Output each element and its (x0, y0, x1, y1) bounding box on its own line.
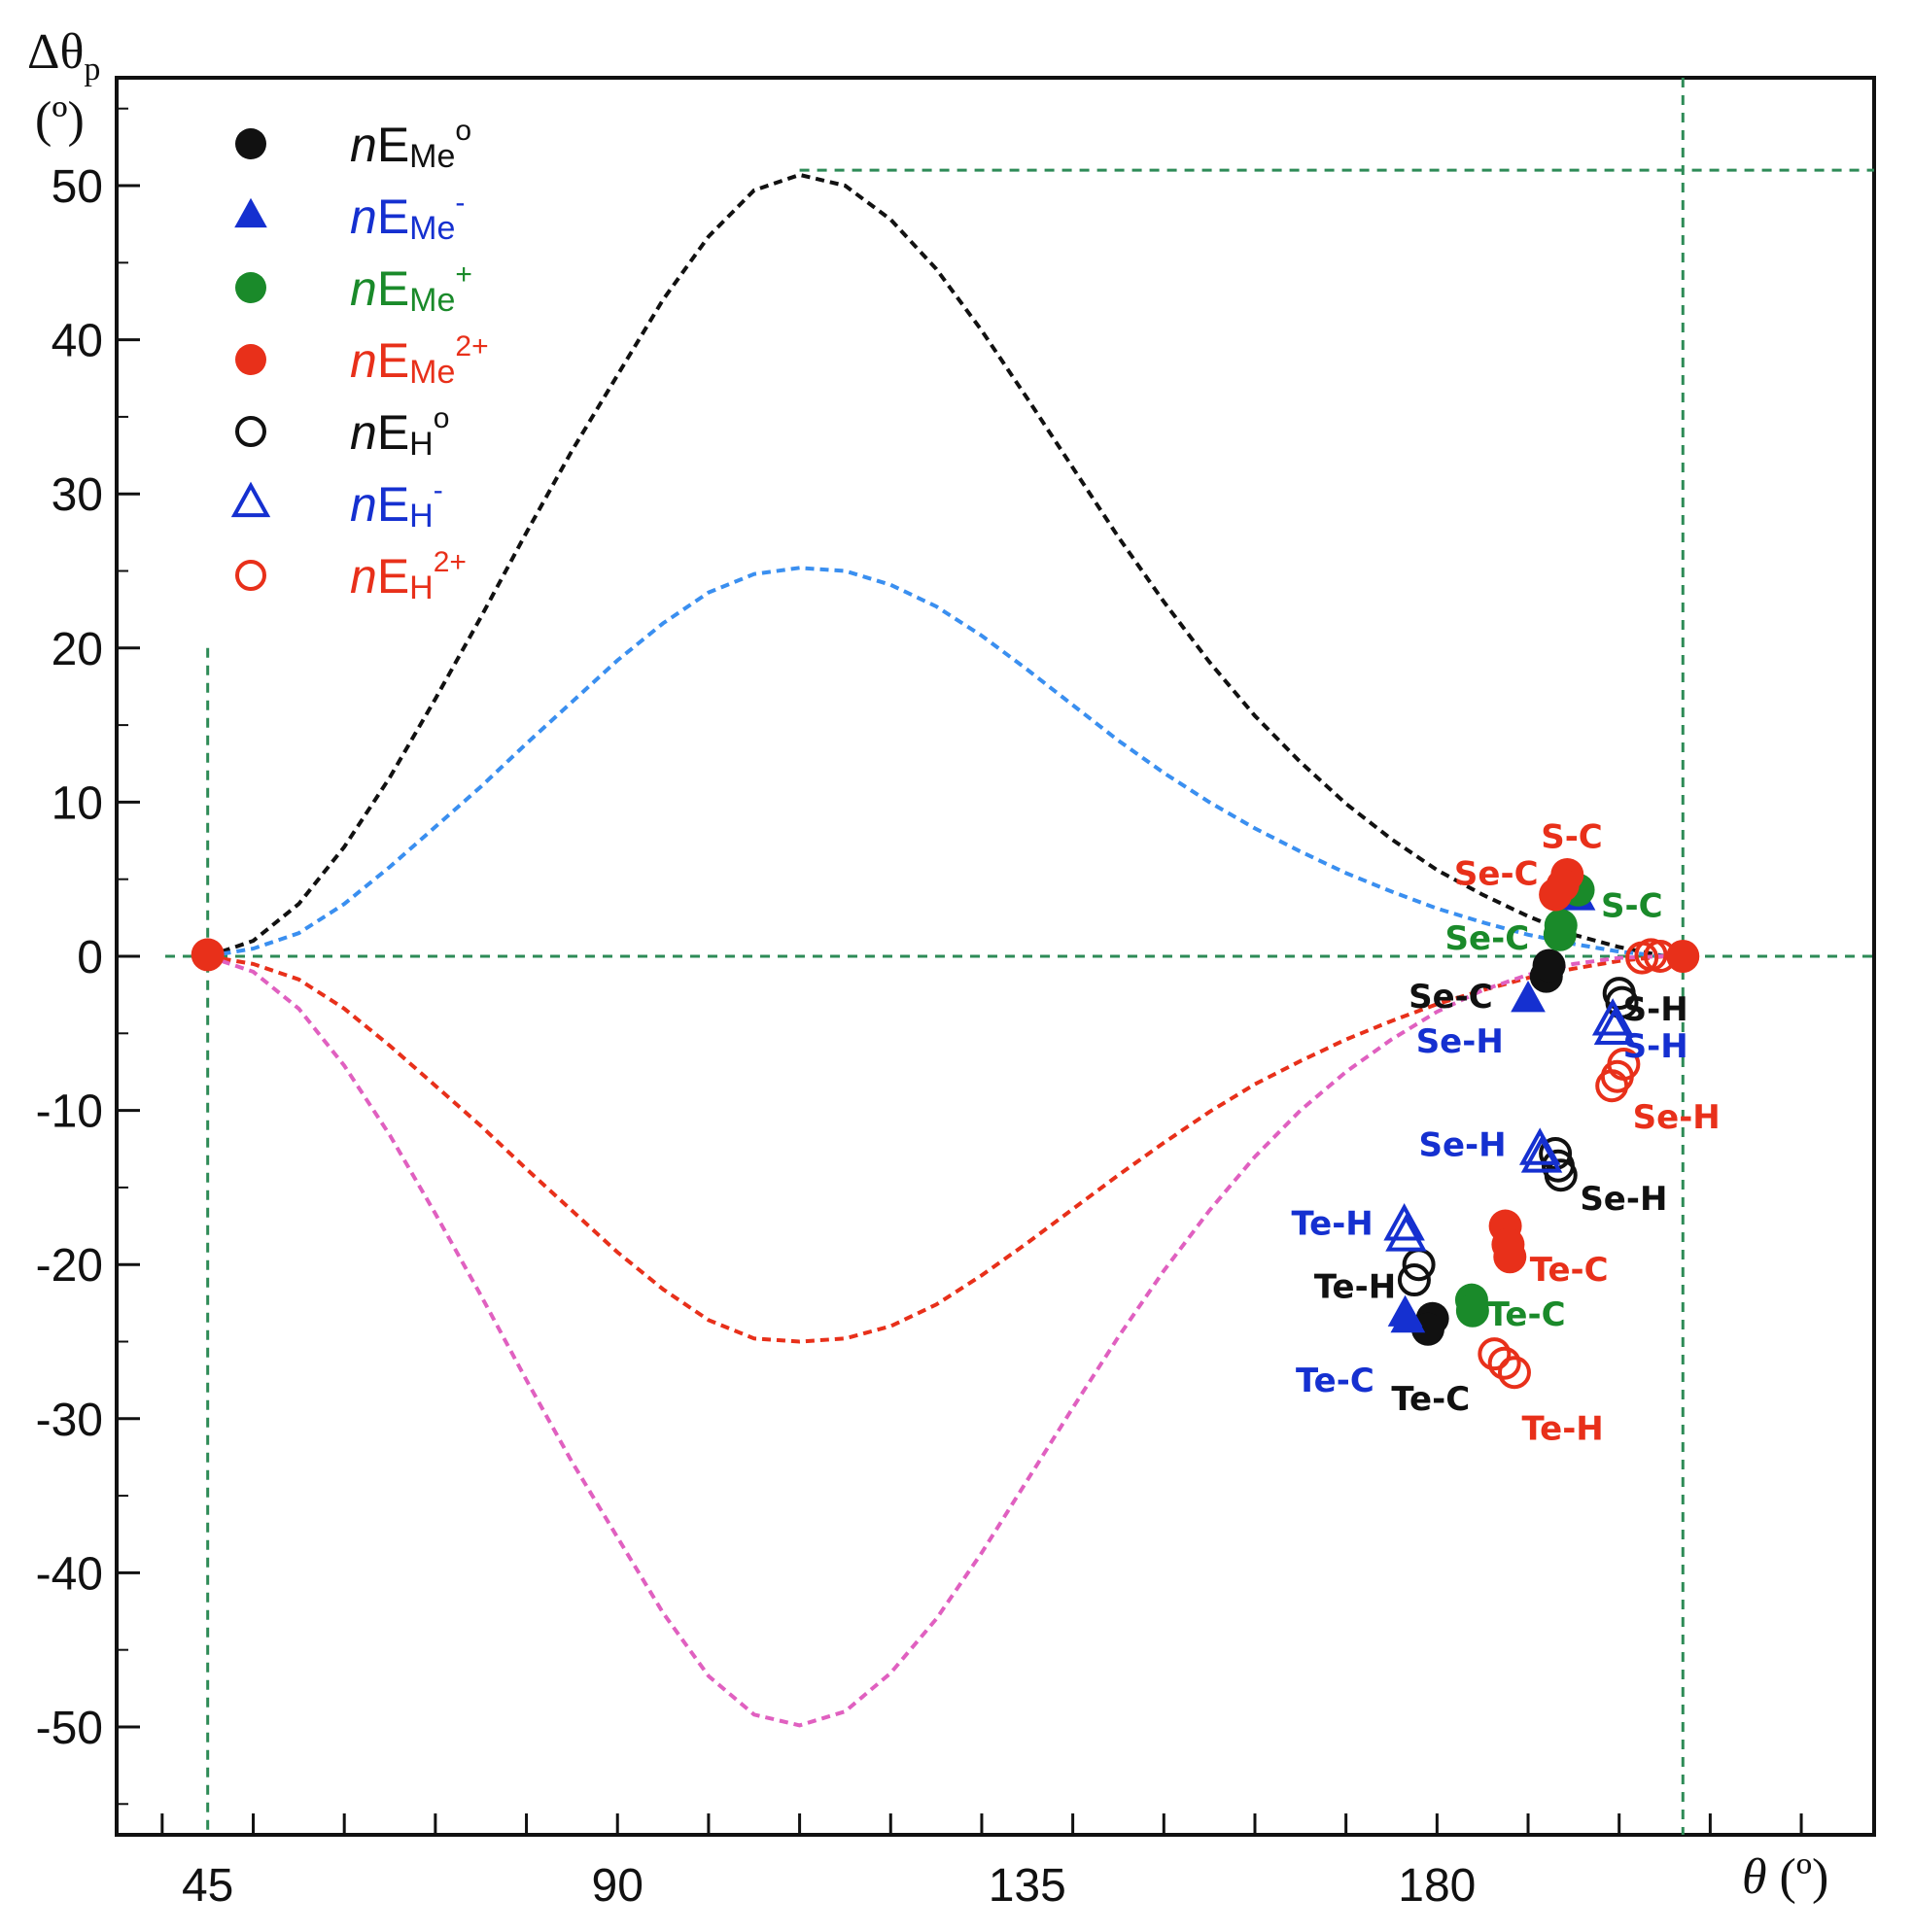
annotation-label: Se-C (1445, 919, 1530, 958)
annotation-label: S-H (1623, 990, 1688, 1029)
legend-label: nEH2+ (350, 546, 467, 606)
y-tick-label: -40 (36, 1548, 103, 1600)
marker-nEH2+ (1478, 1337, 1512, 1371)
marker-nEMe- (1390, 1300, 1426, 1333)
annotation-label: Te-C (1530, 1251, 1609, 1290)
legend-marker (235, 128, 266, 159)
marker-nEMe2+ (1666, 940, 1700, 973)
annotation-label: Se-H (1580, 1180, 1667, 1219)
annotation-label: S-C (1601, 887, 1663, 926)
x-tick-label: 90 (592, 1860, 643, 1912)
annotation-label: Te-H (1291, 1204, 1373, 1243)
marker-nEH- (1591, 998, 1634, 1036)
marker-nEHo (1539, 1137, 1573, 1171)
annotation-label: Se-C (1409, 978, 1493, 1017)
marker-nEHo (1544, 1158, 1578, 1192)
y-tick-label: 50 (52, 161, 103, 213)
legend-label: nEH- (350, 474, 443, 535)
marker-nEH- (1520, 1135, 1563, 1173)
legend-label: nEMe- (350, 187, 465, 247)
legend-marker (235, 272, 266, 303)
curve-lower-pink (207, 954, 1665, 1728)
annotation-label: Te-C (1391, 1380, 1470, 1419)
marker-nEHo (1397, 1263, 1431, 1297)
marker-nEH2+ (1643, 940, 1677, 973)
y-tick-label: -20 (36, 1240, 103, 1292)
data-markers (191, 857, 1700, 1390)
legend-label: nEMe+ (350, 259, 472, 319)
y-tick-label: -10 (36, 1087, 103, 1138)
marker-nEMe2+ (1539, 878, 1573, 912)
marker-nEMe+ (1455, 1294, 1489, 1328)
legend-label: nEMeo (350, 115, 471, 175)
y-tick-label: 20 (52, 624, 103, 675)
marker-nEH2+ (1497, 1356, 1531, 1390)
annotation-label: Se-H (1419, 1125, 1507, 1164)
annotation-label: Se-H (1633, 1098, 1721, 1137)
marker-nEMe+ (1544, 909, 1578, 943)
legend-label: nEMe2+ (350, 330, 489, 391)
y-tick-label: 10 (52, 777, 103, 829)
curve-lower-red (207, 954, 1665, 1344)
marker-nEMeo (1532, 949, 1566, 983)
y-tick-label: -30 (36, 1395, 103, 1446)
legend-marker (234, 197, 267, 228)
axis-ticks: 45 90 135 180 50 40 30 20 10 0 -10 -20 -30 -40 -50 (36, 107, 1803, 1912)
marker-nEH- (1593, 1007, 1636, 1046)
legend-label: nEHo (350, 402, 449, 463)
annotation-label: Se-H (1416, 1022, 1504, 1061)
annotations: S-CSe-CS-CSe-CSe-CSe-HS-HS-HSe-HSe-HSe-H… (1291, 817, 1720, 1448)
legend-marker (235, 560, 266, 591)
annotation-label: Te-C (1296, 1362, 1374, 1400)
marker-nEH- (1385, 1214, 1427, 1252)
y-axis-unit: (º) (35, 92, 85, 148)
marker-nEMe2+ (191, 938, 225, 972)
marker-nEH2+ (1595, 1069, 1629, 1103)
marker-nEH- (1383, 1203, 1425, 1241)
y-tick-label: 40 (52, 316, 103, 367)
annotation-label: Se-C (1454, 854, 1539, 893)
marker-nEH- (1518, 1127, 1561, 1165)
y-axis-title: Δθp (27, 24, 100, 87)
curve-upper-blue (207, 566, 1665, 958)
legend-marker (230, 481, 271, 518)
annotation-label: Te-C (1487, 1295, 1566, 1334)
curves (207, 172, 1665, 1728)
x-tick-label: 180 (1398, 1860, 1476, 1912)
legend-marker (235, 344, 266, 375)
curve-upper-black (207, 172, 1665, 958)
marker-nEMe- (1511, 981, 1546, 1013)
annotation-label: Te-H (1314, 1267, 1396, 1306)
x-axis-title: θ (º) (1742, 1849, 1828, 1905)
annotation-label: S-H (1623, 1027, 1688, 1066)
annotation-label: Te-H (1521, 1409, 1603, 1448)
x-tick-label: 135 (989, 1860, 1066, 1912)
y-tick-label: 30 (52, 469, 103, 521)
annotation-label: S-C (1541, 817, 1603, 856)
x-tick-label: 45 (182, 1860, 233, 1912)
marker-nEH2+ (1487, 1346, 1521, 1380)
legend: nEMeo nEMe-nEMe+ nEMe2+ nEHo nEH-nEH2+ (230, 115, 489, 606)
marker-nEMeo (1410, 1312, 1444, 1346)
y-tick-label: 0 (77, 932, 103, 983)
marker-nEMe2+ (1493, 1240, 1527, 1274)
y-tick-label: -50 (36, 1703, 103, 1754)
legend-marker (235, 416, 266, 447)
